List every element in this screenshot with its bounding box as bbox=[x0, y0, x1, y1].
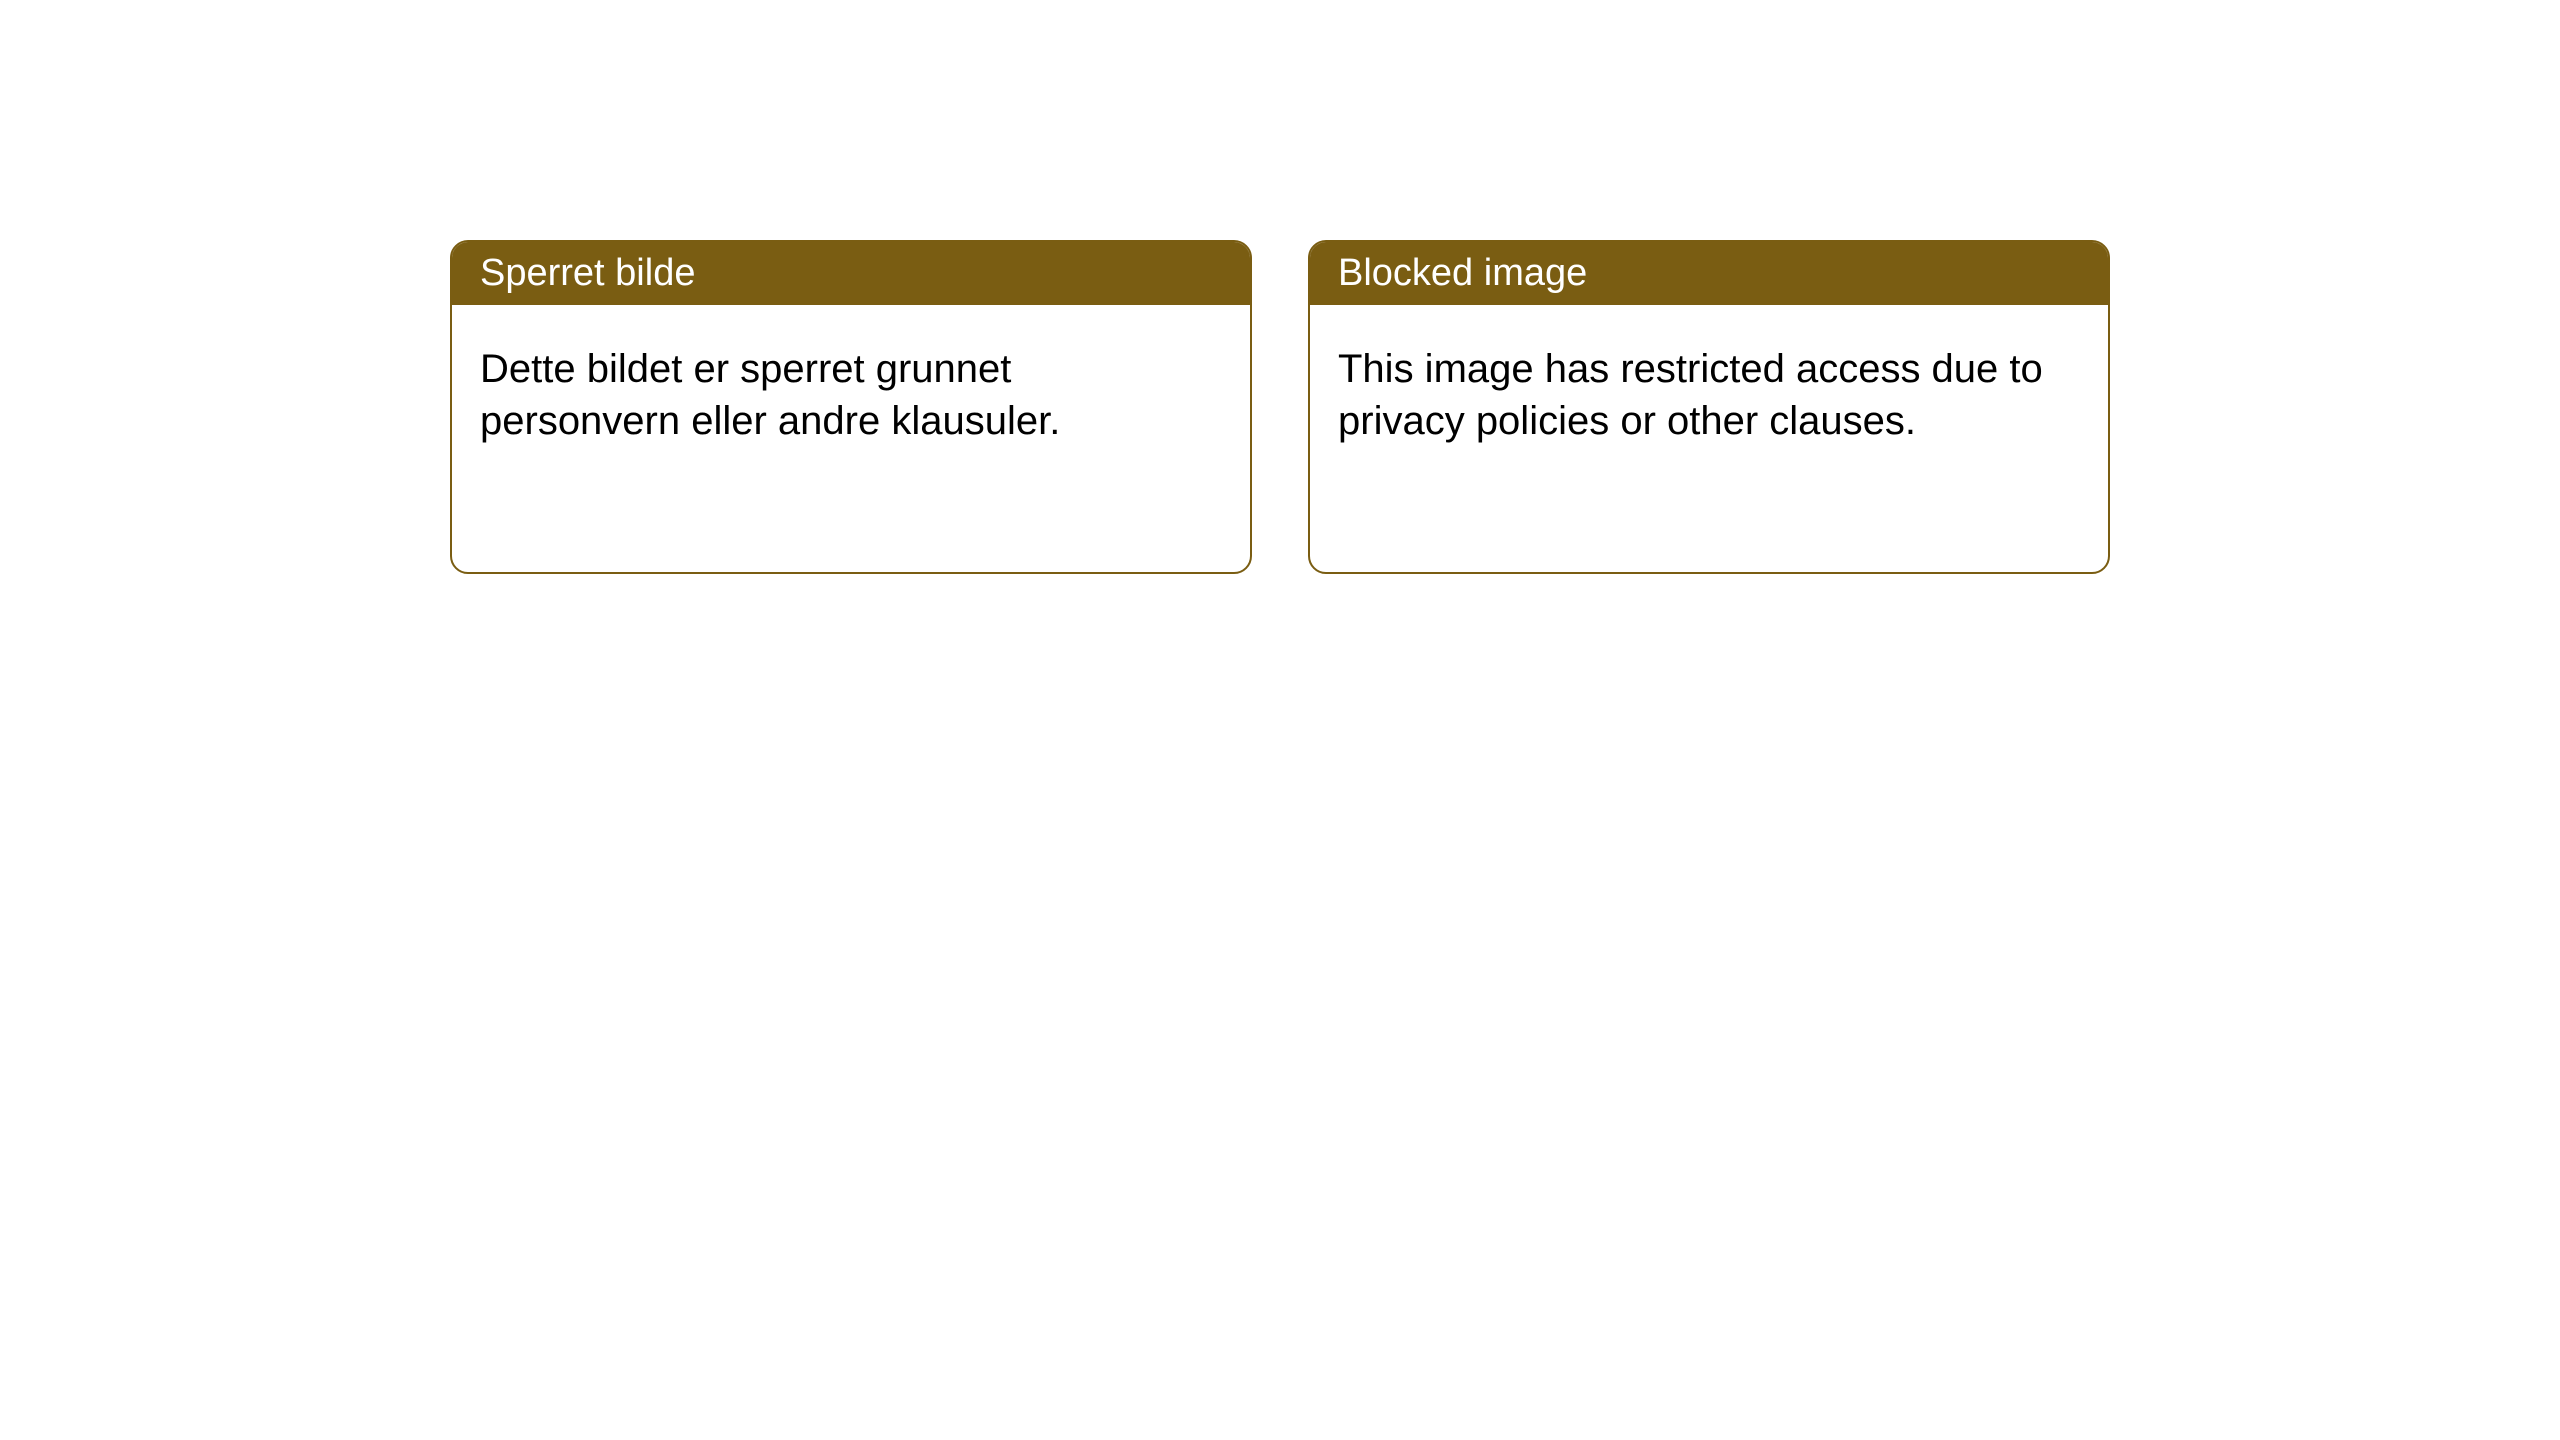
card-body: This image has restricted access due to … bbox=[1310, 305, 2108, 485]
card-message: This image has restricted access due to … bbox=[1338, 347, 2043, 443]
cards-container: Sperret bilde Dette bildet er sperret gr… bbox=[0, 0, 2560, 574]
card-title: Sperret bilde bbox=[480, 252, 695, 294]
card-header: Sperret bilde bbox=[452, 242, 1250, 305]
card-title: Blocked image bbox=[1338, 252, 1587, 294]
card-header: Blocked image bbox=[1310, 242, 2108, 305]
card-body: Dette bildet er sperret grunnet personve… bbox=[452, 305, 1250, 485]
blocked-image-card-en: Blocked image This image has restricted … bbox=[1308, 240, 2110, 574]
blocked-image-card-no: Sperret bilde Dette bildet er sperret gr… bbox=[450, 240, 1252, 574]
card-message: Dette bildet er sperret grunnet personve… bbox=[480, 347, 1060, 443]
